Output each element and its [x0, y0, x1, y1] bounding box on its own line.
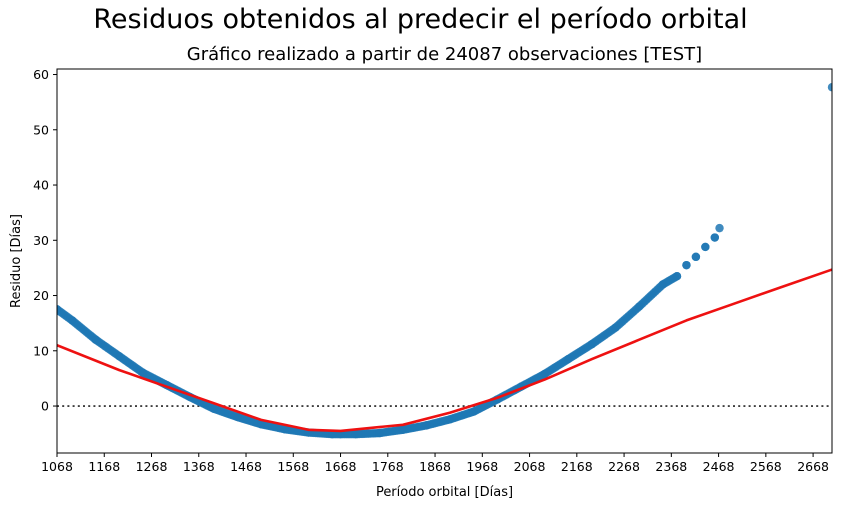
x-tick-label: 1068 — [41, 459, 73, 474]
x-tick-label: 2468 — [703, 459, 735, 474]
scatter-point — [327, 430, 337, 439]
y-axis: 0 10 20 30 40 50 60 — [33, 67, 57, 414]
scatter-point — [701, 242, 710, 252]
plot-content — [57, 83, 832, 439]
x-axis-label: Período orbital [Días] — [376, 485, 513, 500]
scatter-point — [57, 305, 62, 314]
scatter-point — [611, 323, 620, 332]
scatter-point — [658, 280, 668, 289]
scatter-point — [445, 415, 455, 424]
y-tick-label: 40 — [33, 178, 49, 193]
x-tick-label: 1968 — [466, 459, 498, 474]
scatter-point — [351, 430, 360, 439]
scatter-point — [209, 404, 219, 413]
x-axis: 1068 1168 1268 1368 1468 1568 1668 1768 1868 1968… — [41, 453, 829, 474]
scatter-point — [672, 271, 682, 281]
scatter-point — [587, 339, 597, 349]
y-tick-label: 0 — [41, 399, 49, 414]
scatter-point — [691, 252, 701, 262]
x-tick-label: 2668 — [797, 459, 829, 474]
scatter-point — [138, 368, 148, 378]
x-tick-label: 1468 — [230, 459, 262, 474]
scatter-point — [91, 335, 100, 344]
fit-line — [57, 268, 832, 433]
x-tick-label: 1668 — [325, 459, 357, 474]
scatter-point — [115, 352, 124, 361]
scatter-point — [469, 407, 478, 416]
y-tick-label: 10 — [33, 343, 49, 358]
y-axis-label: Residuo [Días] — [9, 214, 24, 308]
y-tick-label: 60 — [33, 67, 49, 82]
scatter-series — [57, 83, 832, 439]
scatter-point — [564, 354, 573, 364]
y-tick-label: 30 — [33, 233, 49, 248]
x-tick-label: 1568 — [277, 459, 309, 474]
scatter-point — [280, 425, 289, 434]
scatter-point — [233, 412, 242, 422]
x-tick-label: 2068 — [514, 459, 546, 474]
chart-title: Residuos obtenidos al predecir el períod… — [93, 4, 748, 35]
x-tick-label: 1768 — [372, 459, 404, 474]
chart-subtitle: Gráfico realizado a partir de 24087 obse… — [186, 44, 703, 65]
scatter-point — [682, 260, 691, 270]
x-tick-label: 2268 — [608, 459, 640, 474]
x-tick-label: 2168 — [561, 459, 593, 474]
scatter-point — [827, 83, 832, 92]
x-tick-label: 1168 — [88, 459, 120, 474]
plot-frame — [56, 68, 833, 454]
scatter-point — [398, 425, 408, 434]
x-tick-label: 1868 — [419, 459, 451, 474]
scatter-point — [540, 369, 549, 379]
scatter-point — [67, 316, 77, 325]
y-tick-label: 20 — [33, 288, 49, 303]
scatter-point — [375, 428, 384, 438]
scatter-point — [710, 233, 720, 242]
x-tick-label: 1268 — [136, 459, 168, 474]
x-tick-label: 1368 — [183, 459, 215, 474]
scatter-point — [256, 420, 266, 429]
scatter-point — [422, 421, 431, 430]
scatter-point — [715, 223, 724, 233]
x-tick-label: 2568 — [750, 459, 782, 474]
y-tick-label: 50 — [33, 122, 49, 137]
scatter-point — [634, 302, 644, 311]
x-tick-label: 2368 — [655, 459, 687, 474]
